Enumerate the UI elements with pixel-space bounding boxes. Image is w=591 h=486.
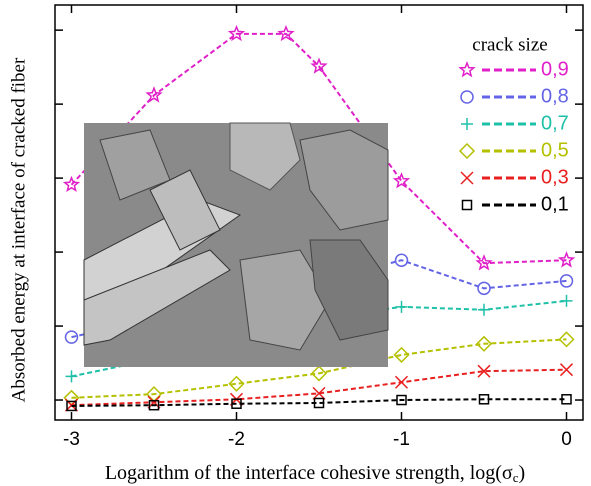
marker — [396, 376, 408, 388]
inset-photo — [84, 123, 388, 367]
marker — [560, 253, 573, 266]
legend-entry: 0,9 — [460, 58, 569, 80]
x-axis-label-end: ) — [518, 462, 525, 484]
series — [66, 364, 573, 412]
marker — [461, 91, 473, 103]
x-tick-label: -1 — [393, 429, 410, 450]
x-axis-label-main: Logarithm of the interface cohesive stre… — [105, 462, 513, 484]
marker — [460, 144, 474, 158]
legend-label: 0,5 — [541, 139, 569, 161]
legend-entry: 0,3 — [461, 166, 569, 188]
x-tick-label: -2 — [228, 429, 245, 450]
legend-label: 0,9 — [541, 58, 569, 80]
legend-label: 0,8 — [541, 85, 569, 107]
marker — [461, 118, 473, 130]
legend-title: crack size — [472, 34, 547, 55]
legend-entry: 0,7 — [461, 112, 569, 134]
legend-label: 0,3 — [541, 166, 569, 188]
marker — [463, 201, 472, 210]
legend-label: 0,1 — [541, 193, 569, 215]
marker — [66, 370, 78, 382]
marker — [561, 295, 573, 307]
legend-entry: 0,5 — [460, 139, 569, 161]
marker — [460, 63, 473, 76]
marker — [478, 304, 490, 316]
y-axis-label: Absorbed energy at interface of cracked … — [8, 57, 29, 402]
series — [67, 395, 571, 411]
legend-entry: 0,1 — [463, 193, 569, 215]
x-tick-label: 0 — [561, 429, 572, 450]
marker — [461, 172, 473, 184]
x-axis-label: Logarithm of the interface cohesive stre… — [105, 462, 525, 485]
legend-label: 0,7 — [541, 112, 569, 134]
chart: Absorbed energy at interface of cracked … — [0, 0, 591, 486]
legend-entry: 0,8 — [461, 85, 569, 107]
marker — [396, 301, 408, 313]
x-tick-label: -3 — [63, 429, 80, 450]
